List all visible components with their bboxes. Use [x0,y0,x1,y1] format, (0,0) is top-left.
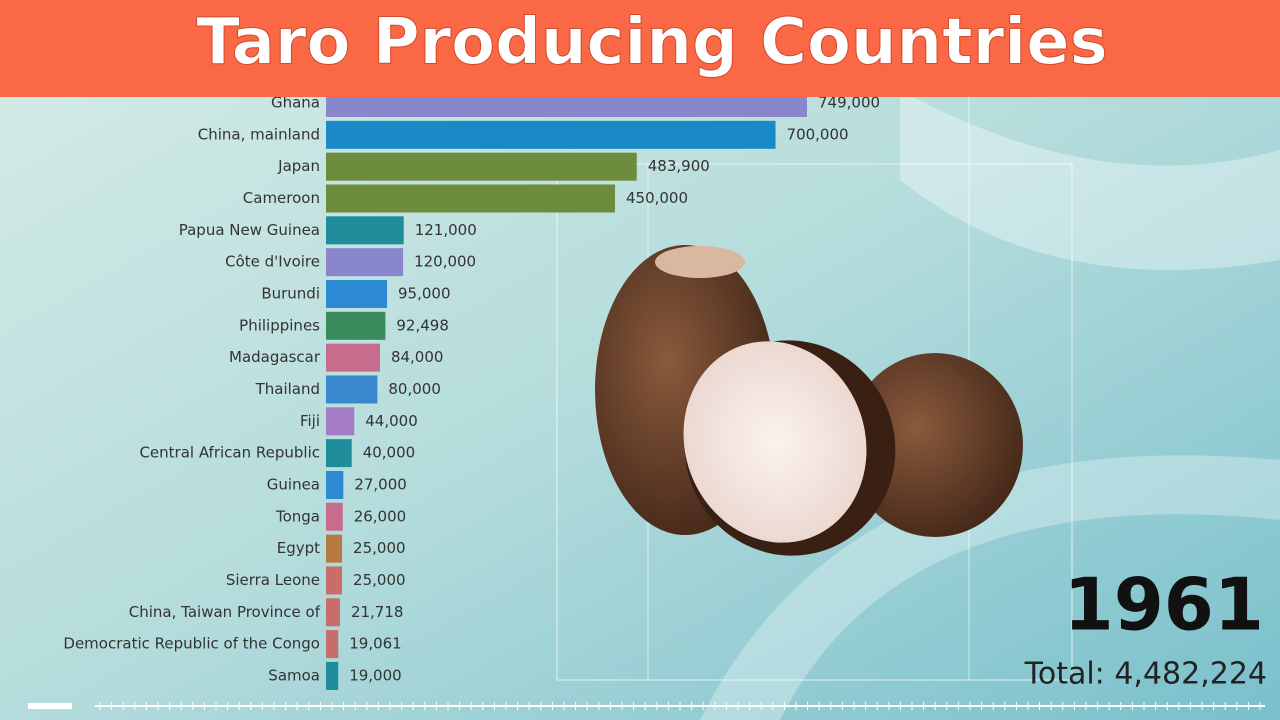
chart-title: Taro Producing Countries [196,6,1107,80]
category-label: Thailand [255,380,320,398]
category-label: Egypt [277,539,320,557]
bar [326,343,380,372]
category-label: Samoa [268,666,320,684]
bar [326,630,339,659]
bar [326,661,339,690]
value-label: 26,000 [354,507,407,525]
category-label: Ghana [271,94,320,112]
swirl [900,90,1280,270]
category-label: Democratic Republic of the Congo [63,635,320,653]
value-label: 121,000 [415,221,477,239]
bar [326,184,615,213]
value-label: 19,000 [349,666,402,684]
category-label: Guinea [267,475,320,493]
total-label: Total: 4,482,224 [1024,657,1267,692]
bar [326,375,378,404]
bar [326,216,404,245]
category-label: Côte d'Ivoire [225,253,320,271]
category-label: Fiji [300,412,320,430]
bar [326,598,340,627]
bar [326,279,388,308]
category-label: Japan [277,157,320,175]
category-label: Papua New Guinea [179,221,320,239]
value-label: 92,498 [396,316,449,334]
category-label: Cameroon [243,189,320,207]
category-label: Central African Republic [139,444,320,462]
title-bar [0,0,1280,97]
value-label: 21,718 [351,603,404,621]
timeline [28,702,1265,710]
year-label: 1961 [1064,563,1264,647]
frame [556,163,1073,681]
bar [326,152,637,181]
value-label: 95,000 [398,284,451,302]
bar [326,248,404,277]
bar [326,439,352,468]
value-label: 19,061 [349,635,402,653]
value-label: 84,000 [391,348,444,366]
taro-image [595,245,1023,556]
bar [326,566,343,595]
category-label: China, Taiwan Province of [129,603,321,621]
value-label: 483,900 [648,157,710,175]
category-label: Madagascar [229,348,321,366]
bars: Ghana 749,000 China, mainland 700,000 Japan 4… [63,89,880,690]
bar [326,120,776,149]
category-label: Sierra Leone [226,571,320,589]
category-label: Burundi [261,284,320,302]
value-label: 25,000 [353,539,406,557]
value-label: 44,000 [365,412,418,430]
bar [326,311,386,340]
value-label: 80,000 [388,380,441,398]
bar [326,470,344,499]
value-label: 450,000 [626,189,688,207]
bar [326,534,343,563]
value-label: 25,000 [353,571,406,589]
value-label: 27,000 [354,475,407,493]
category-label: Philippines [239,316,320,334]
category-label: Tonga [275,507,320,525]
bar [326,407,355,436]
value-label: 700,000 [787,125,849,143]
value-label: 120,000 [414,253,476,271]
bar [326,502,343,531]
value-label: 749,000 [818,94,880,112]
value-label: 40,000 [363,444,416,462]
category-label: China, mainland [198,125,320,143]
